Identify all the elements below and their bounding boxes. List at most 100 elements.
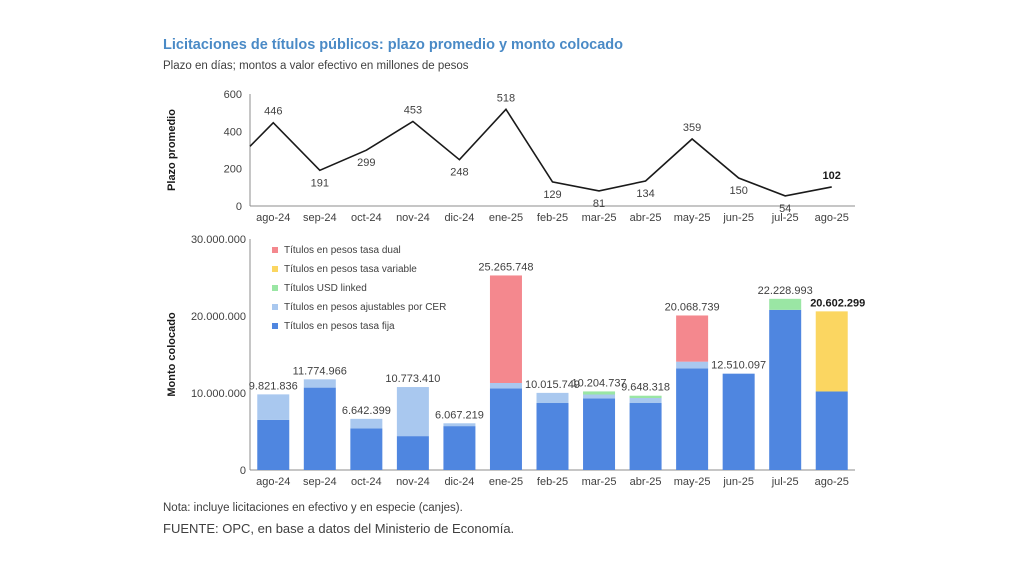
bar-x-tick-label: ago-25 xyxy=(815,476,849,488)
line-y-tick-label: 600 xyxy=(224,89,242,101)
line-x-tick-label: ago-24 xyxy=(256,212,290,224)
bar-total-label: 10.204.737 xyxy=(572,377,627,389)
line-x-tick-label: feb-25 xyxy=(537,212,568,224)
bar-y-tick-label: 30.000.000 xyxy=(191,234,246,246)
chart-title: Licitaciones de títulos públicos: plazo … xyxy=(163,37,624,53)
bar-x-tick-label: may-25 xyxy=(674,476,711,488)
legend-label: Títulos en pesos tasa dual xyxy=(284,245,401,256)
bar-segment xyxy=(536,403,569,470)
line-x-tick-label: may-25 xyxy=(674,212,711,224)
plazo-series-line xyxy=(249,108,832,197)
bar-x-tick-label: feb-25 xyxy=(537,476,568,488)
line-data-label: 453 xyxy=(404,104,422,116)
bar-segment xyxy=(489,275,522,383)
bar-x-tick-label: nov-24 xyxy=(396,476,430,488)
bar-segment xyxy=(769,309,802,470)
bar-total-label: 10.773.410 xyxy=(385,373,440,385)
bar-segment xyxy=(443,426,476,470)
bar-x-tick-label: dic-24 xyxy=(444,476,474,488)
bar-y-tick-label: 0 xyxy=(240,465,246,477)
line-y-axis-label: Plazo promedio xyxy=(166,109,178,191)
bar-segment xyxy=(257,394,290,420)
bar-segment xyxy=(629,395,662,399)
chart-note: Nota: incluye licitaciones en efectivo y… xyxy=(163,502,463,514)
bar-x-tick-label: ene-25 xyxy=(489,476,523,488)
bar-total-label: 20.602.299 xyxy=(810,297,865,309)
line-data-label: 248 xyxy=(450,167,468,179)
line-x-tick-label: ago-25 xyxy=(815,212,849,224)
bar-total-label: 10.015.749 xyxy=(525,379,580,391)
bar-x-tick-label: sep-24 xyxy=(303,476,337,488)
bar-x-tick-label: ago-24 xyxy=(256,476,290,488)
line-y-tick-label: 0 xyxy=(236,201,242,213)
bar-total-label: 9.821.836 xyxy=(249,380,298,392)
bar-x-tick-label: jun-25 xyxy=(722,476,754,488)
bar-total-label: 12.510.097 xyxy=(711,360,766,372)
legend-label: Títulos en pesos tasa variable xyxy=(284,264,417,275)
bar-total-label: 22.228.993 xyxy=(758,285,813,297)
legend-swatch xyxy=(272,285,278,291)
line-data-label: 299 xyxy=(357,157,375,169)
bar-segment xyxy=(396,387,429,437)
line-data-label: 129 xyxy=(543,189,561,201)
line-x-tick-label: sep-24 xyxy=(303,212,337,224)
line-x-tick-label: jul-25 xyxy=(771,212,799,224)
bar-segment xyxy=(536,392,569,404)
line-data-label: 102 xyxy=(823,170,841,182)
bar-y-tick-label: 10.000.000 xyxy=(191,388,246,400)
bar-segment xyxy=(583,394,616,399)
bar-segment xyxy=(350,428,383,470)
legend-swatch xyxy=(272,266,278,272)
bar-segment xyxy=(676,368,709,470)
legend-label: Títulos USD linked xyxy=(284,283,367,294)
line-data-label: 191 xyxy=(311,177,329,189)
bar-total-label: 20.068.739 xyxy=(665,301,720,313)
line-data-label: 150 xyxy=(729,185,747,197)
line-x-tick-label: mar-25 xyxy=(582,212,617,224)
legend-swatch xyxy=(272,323,278,329)
bar-segment xyxy=(629,398,662,404)
bar-segment xyxy=(350,418,383,429)
bar-x-tick-label: oct-24 xyxy=(351,476,382,488)
bar-total-label: 6.067.219 xyxy=(435,409,484,421)
bar-segment xyxy=(815,311,848,392)
bar-total-label: 11.774.966 xyxy=(293,365,347,377)
line-data-label: 359 xyxy=(683,122,701,134)
bar-total-label: 25.265.748 xyxy=(478,261,533,273)
bar-x-tick-label: mar-25 xyxy=(582,476,617,488)
legend-swatch xyxy=(272,247,278,253)
line-data-label: 54 xyxy=(779,203,791,215)
legend-label: Títulos en pesos ajustables por CER xyxy=(284,302,446,313)
line-x-tick-label: oct-24 xyxy=(351,212,382,224)
bar-segment xyxy=(257,419,290,470)
bar-segment xyxy=(583,391,616,395)
chart-source: FUENTE: OPC, en base a datos del Ministe… xyxy=(163,521,515,536)
bar-x-tick-label: abr-25 xyxy=(630,476,662,488)
line-data-label: 134 xyxy=(636,188,654,200)
bar-segment xyxy=(629,403,662,470)
bar-segment xyxy=(815,391,848,470)
bar-segment xyxy=(303,379,336,388)
legend-swatch xyxy=(272,304,278,310)
bar-y-axis-label: Monto colocado xyxy=(166,312,178,397)
line-data-label: 81 xyxy=(593,198,605,210)
line-x-tick-label: abr-25 xyxy=(630,212,662,224)
bar-segment xyxy=(303,387,336,470)
line-y-tick-label: 200 xyxy=(224,164,242,176)
bar-total-label: 9.648.318 xyxy=(621,382,670,394)
line-data-label: 446 xyxy=(264,106,282,118)
line-x-tick-label: jun-25 xyxy=(722,212,754,224)
bar-segment xyxy=(676,315,709,362)
chart-subtitle: Plazo en días; montos a valor efectivo e… xyxy=(163,60,469,72)
bar-segment xyxy=(489,388,522,470)
bar-segment xyxy=(443,423,476,427)
bar-y-tick-label: 20.000.000 xyxy=(191,311,246,323)
legend-label: Títulos en pesos tasa fija xyxy=(284,321,395,332)
line-x-tick-label: dic-24 xyxy=(444,212,474,224)
bar-segment xyxy=(676,361,709,369)
bar-total-label: 6.642.399 xyxy=(342,405,391,417)
line-x-tick-label: nov-24 xyxy=(396,212,430,224)
bar-segment xyxy=(489,382,522,389)
line-data-label: 518 xyxy=(497,92,515,104)
